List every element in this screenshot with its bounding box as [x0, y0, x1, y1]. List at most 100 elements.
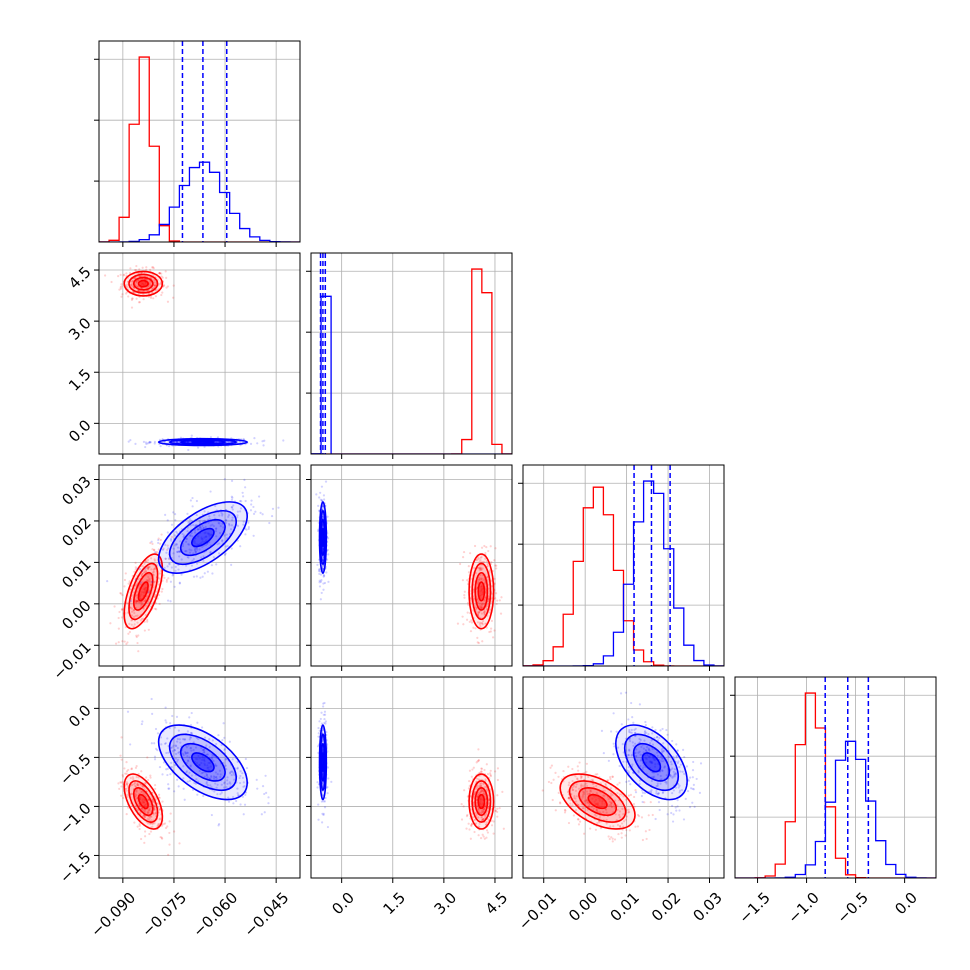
scatter-point	[205, 744, 208, 747]
scatter-point	[125, 770, 129, 773]
scatter-point	[480, 590, 483, 593]
scatter-point	[634, 734, 637, 738]
scatter-point	[479, 784, 482, 787]
scatter-point	[265, 791, 268, 794]
scatter-point	[186, 780, 189, 783]
scatter-point	[153, 755, 157, 758]
scatter-point	[650, 761, 653, 765]
scatter-point	[134, 566, 137, 569]
scatter-point	[482, 789, 485, 792]
scatter-point	[125, 789, 128, 792]
scatter-panel-1-3	[311, 677, 512, 878]
scatter-point	[125, 642, 128, 646]
scatter-point	[657, 792, 660, 795]
contour-line	[468, 553, 495, 630]
scatter-point	[562, 769, 565, 773]
scatter-point	[182, 765, 185, 768]
scatter-point	[195, 513, 198, 517]
scatter-point	[212, 556, 215, 559]
histogram-panel-0	[99, 41, 300, 242]
scatter-point	[126, 602, 129, 605]
histogram-panel-3	[735, 677, 936, 878]
scatter-point	[598, 821, 601, 824]
scatter-point	[598, 805, 601, 808]
scatter-point	[196, 446, 200, 449]
scatter-point	[550, 764, 554, 767]
scatter-point	[150, 697, 153, 701]
scatter-point	[189, 736, 193, 739]
scatter-point	[610, 803, 613, 806]
scatter-point	[321, 821, 324, 824]
scatter-point	[466, 601, 470, 604]
scatter-point	[322, 574, 325, 577]
scatter-point	[171, 574, 174, 577]
scatter-point	[147, 628, 150, 631]
scatter-point	[188, 548, 191, 551]
scatter-point	[181, 752, 184, 755]
scatter-point	[158, 283, 161, 286]
scatter-point	[189, 764, 192, 767]
scatter-point	[189, 534, 192, 537]
scatter-point	[142, 600, 145, 603]
scatter-point	[136, 781, 139, 785]
scatter-point	[324, 720, 327, 723]
scatter-point	[271, 507, 275, 510]
scatter-point	[480, 588, 483, 591]
scatter-point	[611, 840, 614, 843]
scatter-point	[205, 782, 208, 785]
scatter-point	[318, 568, 321, 571]
scatter-point	[481, 803, 484, 806]
scatter-point	[477, 610, 481, 613]
scatter-point	[466, 795, 469, 798]
scatter-point	[480, 568, 483, 571]
scatter-point	[494, 564, 497, 567]
scatter-point	[141, 808, 144, 811]
scatter-point	[231, 518, 234, 522]
scatter-point	[485, 788, 488, 791]
panel-frame	[98, 40, 301, 243]
scatter-point	[148, 807, 151, 810]
scatter-point	[148, 280, 151, 284]
scatter-point	[495, 567, 498, 570]
scatter-point	[138, 594, 142, 598]
scatter-point	[323, 721, 326, 725]
scatter-point	[595, 809, 598, 812]
scatter-point	[644, 724, 647, 727]
scatter-point	[190, 711, 193, 715]
scatter-point	[130, 767, 133, 771]
scatter-point	[228, 772, 232, 775]
scatter-point	[463, 594, 466, 597]
scatter-point	[480, 602, 484, 605]
scatter-point	[652, 776, 655, 779]
contour-line	[474, 571, 489, 611]
scatter-point	[165, 551, 168, 554]
scatter-point	[203, 751, 206, 754]
scatter-point	[200, 746, 203, 750]
density-fill	[138, 280, 149, 287]
scatter-point	[589, 788, 592, 791]
scatter-point	[188, 771, 191, 774]
scatter-point	[679, 763, 682, 766]
scatter-point	[178, 441, 181, 444]
scatter-point	[617, 832, 620, 836]
scatter-point	[613, 745, 616, 748]
scatter-point	[472, 801, 475, 805]
scatter-point	[317, 735, 320, 738]
scatter-point	[317, 726, 320, 730]
scatter-point	[601, 799, 604, 802]
scatter-point	[132, 608, 135, 612]
scatter-point	[608, 800, 612, 803]
scatter-point	[670, 811, 673, 815]
scatter-point	[145, 776, 148, 779]
scatter-point	[594, 828, 597, 831]
scatter-point	[196, 528, 199, 531]
scatter-point	[482, 782, 485, 786]
scatter-point	[581, 796, 584, 799]
scatter-point	[478, 784, 481, 788]
scatter-point	[637, 815, 641, 818]
scatter-point	[487, 598, 490, 601]
scatter-point	[200, 541, 203, 545]
scatter-point	[220, 743, 223, 747]
scatter-point	[231, 508, 234, 511]
scatter-point	[467, 787, 471, 790]
